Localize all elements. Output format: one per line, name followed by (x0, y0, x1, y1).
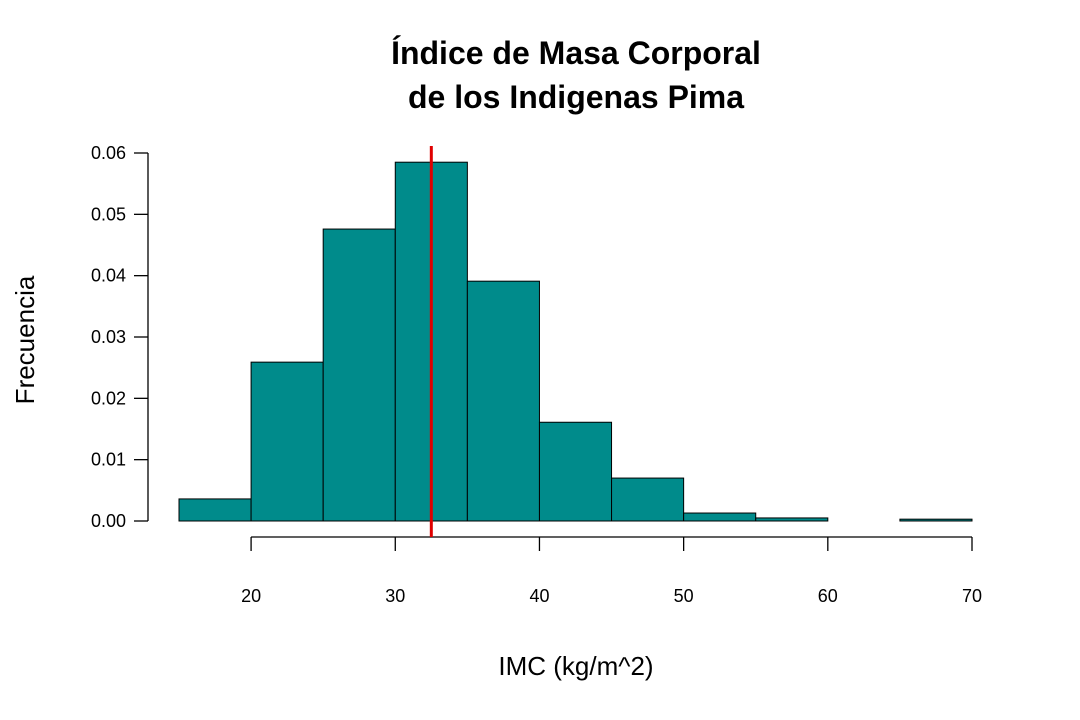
histogram-bar-40-45 (538, 421, 613, 522)
y-tick-label: 0.02 (91, 388, 126, 408)
y-axis-label: Frecuencia (10, 275, 40, 404)
y-tick-label: 0.03 (91, 327, 126, 347)
y-tick-label: 0.00 (91, 511, 126, 531)
histogram-bar-50-55 (683, 512, 757, 522)
x-tick-label: 70 (962, 586, 982, 606)
histogram-bar-20-25 (250, 361, 324, 522)
x-tick-label: 40 (529, 586, 549, 606)
y-tick-label: 0.05 (91, 204, 126, 224)
chart-subtitle: de los Indigenas Pima (408, 79, 744, 115)
x-axis-label: IMC (kg/m^2) (498, 651, 653, 681)
bars-group (178, 161, 973, 522)
histogram-bar-65-70 (899, 518, 973, 522)
chart-title: Índice de Masa Corporal (391, 35, 761, 71)
x-tick-label: 30 (385, 586, 405, 606)
x-tick-label: 60 (818, 586, 838, 606)
x-tick-label: 20 (241, 586, 261, 606)
x-axis: 20 30 40 50 60 70 (241, 536, 982, 606)
y-tick-label: 0.06 (91, 143, 126, 163)
y-tick-label: 0.04 (91, 266, 126, 286)
y-axis: 0.00 0.01 0.02 0.03 0.04 0.05 0.06 (91, 143, 149, 531)
histogram-bar-35-40 (466, 280, 540, 522)
histogram-bar-45-50 (611, 477, 685, 522)
histogram-bar-25-30 (322, 228, 396, 522)
histogram-bar-55-60 (755, 517, 829, 522)
x-tick-label: 50 (674, 586, 694, 606)
histogram-bar-15-20 (178, 498, 252, 522)
y-tick-label: 0.01 (91, 450, 126, 470)
